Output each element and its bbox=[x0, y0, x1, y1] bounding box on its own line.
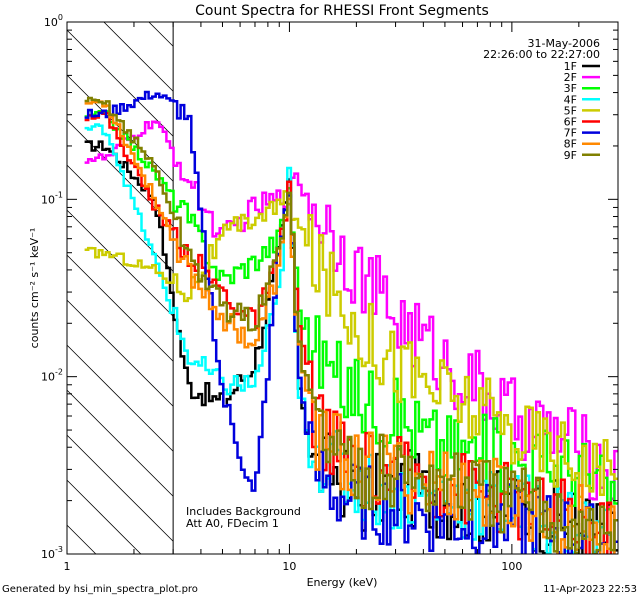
x-axis-label: Energy (keV) bbox=[307, 576, 378, 589]
legend-label-4f: 4F bbox=[564, 93, 577, 106]
hatch-line bbox=[66, 344, 174, 452]
hatched-region bbox=[66, 21, 174, 555]
legend-label-2f: 2F bbox=[564, 71, 577, 84]
time-range-label: 22:26:00 to 22:27:00 bbox=[483, 48, 600, 61]
date-label: 31-May-2006 bbox=[528, 37, 600, 50]
series-line-5f bbox=[84, 190, 618, 499]
y-tick-label: 10-1 bbox=[41, 190, 63, 206]
axis-ticks: 1 10 100 100 10-1 10-2 10-3 bbox=[41, 13, 619, 573]
x-tick-label: 1 bbox=[64, 560, 71, 573]
legend-label-8f: 8F bbox=[564, 138, 577, 151]
series-line-8f bbox=[84, 100, 616, 554]
footer-generated-by: Generated by hsi_min_spectra_plot.pro bbox=[2, 584, 198, 595]
legend-label-7f: 7F bbox=[564, 127, 577, 140]
hatch-line bbox=[103, 21, 174, 92]
chart-title: Count Spectra for RHESSI Front Segments bbox=[195, 3, 489, 19]
hatch-line bbox=[148, 21, 174, 47]
annotation-background: Includes Background bbox=[186, 505, 301, 518]
series-line-9f bbox=[84, 96, 618, 554]
legend-label-5f: 5F bbox=[564, 104, 577, 117]
y-tick-label: 10-3 bbox=[41, 545, 63, 561]
annotation-attenuator: Att A0, FDecim 1 bbox=[186, 517, 279, 530]
hatch-line bbox=[66, 164, 174, 272]
hatch-line bbox=[66, 524, 97, 555]
legend-label-9f: 9F bbox=[564, 149, 577, 162]
hatch-line bbox=[66, 209, 174, 317]
series-line-2f bbox=[84, 120, 618, 509]
footer-timestamp: 11-Apr-2023 22:53 bbox=[543, 584, 637, 595]
hatch-line bbox=[66, 254, 174, 362]
hatch-line bbox=[66, 434, 174, 542]
hatch-line bbox=[66, 299, 174, 407]
y-axis-label: counts cm⁻² s⁻¹ keV⁻¹ bbox=[28, 228, 41, 349]
hatch-line bbox=[66, 29, 174, 137]
legend-label-1f: 1F bbox=[564, 60, 577, 73]
hatch-line bbox=[66, 479, 142, 555]
y-tick-label: 10-2 bbox=[41, 368, 63, 384]
legend-label-3f: 3F bbox=[564, 82, 577, 95]
hatch-line bbox=[66, 389, 174, 497]
x-tick-label: 10 bbox=[282, 560, 296, 573]
legend-label-6f: 6F bbox=[564, 116, 577, 129]
x-tick-label: 100 bbox=[501, 560, 522, 573]
y-tick-label: 100 bbox=[44, 13, 63, 29]
spectra-curves bbox=[84, 90, 618, 554]
plot-frame bbox=[66, 21, 619, 555]
